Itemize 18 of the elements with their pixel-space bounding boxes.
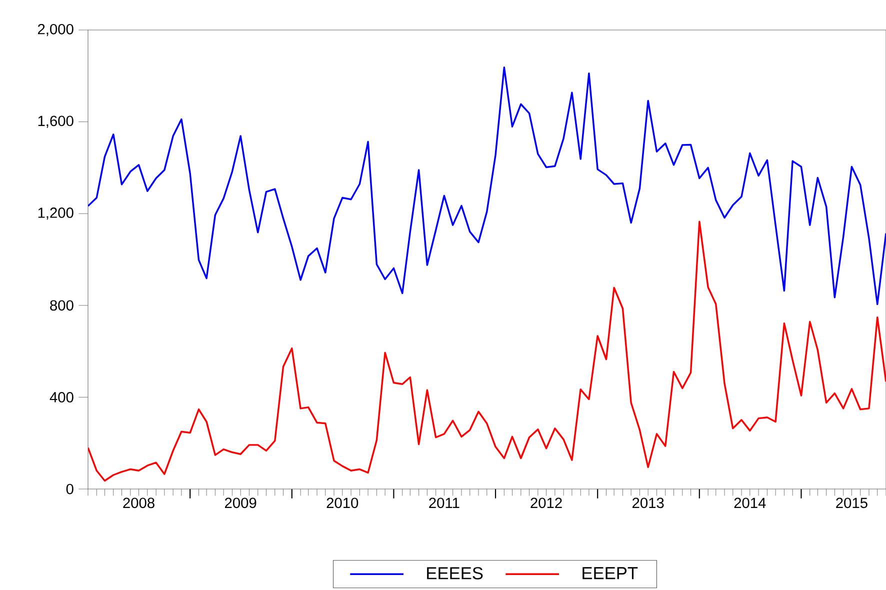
x-tick-label: 2009	[224, 498, 256, 508]
y-tick-label: 400	[50, 392, 74, 402]
legend-label: EEEES	[427, 567, 483, 580]
x-tick-label: 2012	[530, 498, 562, 508]
legend-label: EEEPT	[582, 567, 638, 580]
y-tick-label: 1,200	[38, 208, 74, 220]
y-tick-label: 0	[66, 484, 74, 494]
x-tick-label: 2010	[326, 498, 358, 508]
x-tick-label: 2014	[734, 498, 766, 508]
line-series	[88, 220, 886, 482]
y-tick-label: 1,600	[38, 116, 74, 128]
x-tick-label: 2015	[836, 498, 868, 508]
y-tick-label: 2,000	[38, 24, 74, 36]
x-tick-label: 2011	[429, 498, 460, 508]
y-tick-label: 800	[50, 300, 74, 311]
x-tick-label: 2013	[632, 498, 664, 508]
line-series	[88, 66, 886, 306]
x-tick-label: 2008	[123, 498, 154, 508]
